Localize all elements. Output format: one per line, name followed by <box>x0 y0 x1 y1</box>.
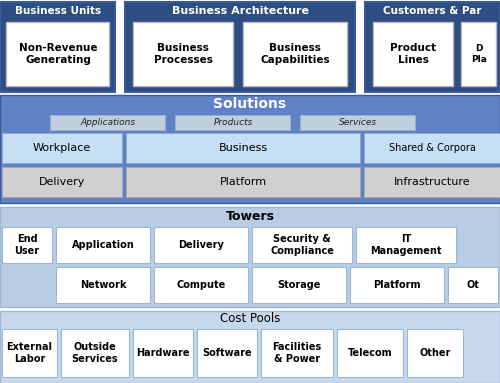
Text: IT
Management: IT Management <box>370 234 442 256</box>
FancyBboxPatch shape <box>56 227 150 263</box>
Text: Network: Network <box>80 280 126 290</box>
Text: Storage: Storage <box>278 280 320 290</box>
FancyBboxPatch shape <box>364 167 500 197</box>
Text: D
Pla: D Pla <box>471 44 487 64</box>
FancyBboxPatch shape <box>2 133 122 163</box>
Text: Business Units: Business Units <box>15 6 101 16</box>
Text: Platform: Platform <box>373 280 421 290</box>
FancyBboxPatch shape <box>337 329 403 377</box>
Text: External
Labor: External Labor <box>6 342 52 364</box>
Text: Software: Software <box>202 348 252 358</box>
FancyBboxPatch shape <box>175 115 290 130</box>
Text: Towers: Towers <box>226 210 274 223</box>
FancyBboxPatch shape <box>407 329 463 377</box>
Text: Workplace: Workplace <box>33 143 91 153</box>
FancyBboxPatch shape <box>133 329 193 377</box>
Text: Product
Lines: Product Lines <box>390 43 436 65</box>
FancyBboxPatch shape <box>252 227 352 263</box>
FancyBboxPatch shape <box>373 22 453 86</box>
FancyBboxPatch shape <box>126 133 360 163</box>
FancyBboxPatch shape <box>356 227 456 263</box>
FancyBboxPatch shape <box>133 22 233 86</box>
FancyBboxPatch shape <box>197 329 257 377</box>
Text: Hardware: Hardware <box>136 348 190 358</box>
FancyBboxPatch shape <box>56 267 150 303</box>
FancyBboxPatch shape <box>125 2 355 92</box>
Text: Business: Business <box>218 143 268 153</box>
Text: Application: Application <box>72 240 134 250</box>
FancyBboxPatch shape <box>0 207 500 307</box>
FancyBboxPatch shape <box>61 329 129 377</box>
FancyBboxPatch shape <box>50 115 165 130</box>
Text: Infrastructure: Infrastructure <box>394 177 470 187</box>
FancyBboxPatch shape <box>2 227 52 263</box>
FancyBboxPatch shape <box>154 227 248 263</box>
FancyBboxPatch shape <box>461 22 496 86</box>
Text: Solutions: Solutions <box>214 97 286 111</box>
Text: Platform: Platform <box>220 177 266 187</box>
FancyBboxPatch shape <box>6 22 109 86</box>
Text: Shared & Corpora: Shared & Corpora <box>388 143 476 153</box>
Text: Telecom: Telecom <box>348 348 393 358</box>
Text: Facilities
& Power: Facilities & Power <box>272 342 322 364</box>
Text: Business
Processes: Business Processes <box>154 43 212 65</box>
Text: Delivery: Delivery <box>39 177 85 187</box>
FancyBboxPatch shape <box>261 329 333 377</box>
Text: End
User: End User <box>14 234 40 256</box>
Text: Cost Pools: Cost Pools <box>220 313 280 326</box>
FancyBboxPatch shape <box>364 133 500 163</box>
Text: Security &
Compliance: Security & Compliance <box>270 234 334 256</box>
Text: Compute: Compute <box>176 280 226 290</box>
Text: Products: Products <box>214 118 252 127</box>
Text: Outside
Services: Outside Services <box>72 342 118 364</box>
FancyBboxPatch shape <box>300 115 415 130</box>
FancyBboxPatch shape <box>126 167 360 197</box>
Text: Customers & Par: Customers & Par <box>383 6 481 16</box>
FancyBboxPatch shape <box>350 267 444 303</box>
Text: Other: Other <box>420 348 450 358</box>
Text: Non-Revenue
Generating: Non-Revenue Generating <box>19 43 97 65</box>
Text: Services: Services <box>339 118 377 127</box>
FancyBboxPatch shape <box>2 329 57 377</box>
Text: Applications: Applications <box>80 118 136 127</box>
FancyBboxPatch shape <box>448 267 498 303</box>
FancyBboxPatch shape <box>2 167 122 197</box>
Text: Business
Capabilities: Business Capabilities <box>260 43 330 65</box>
Text: Ot: Ot <box>466 280 479 290</box>
FancyBboxPatch shape <box>0 2 115 92</box>
Text: Business Architecture: Business Architecture <box>172 6 308 16</box>
FancyBboxPatch shape <box>252 267 346 303</box>
FancyBboxPatch shape <box>154 267 248 303</box>
Text: Delivery: Delivery <box>178 240 224 250</box>
FancyBboxPatch shape <box>0 95 500 203</box>
FancyBboxPatch shape <box>0 311 500 383</box>
FancyBboxPatch shape <box>365 2 500 92</box>
FancyBboxPatch shape <box>243 22 347 86</box>
